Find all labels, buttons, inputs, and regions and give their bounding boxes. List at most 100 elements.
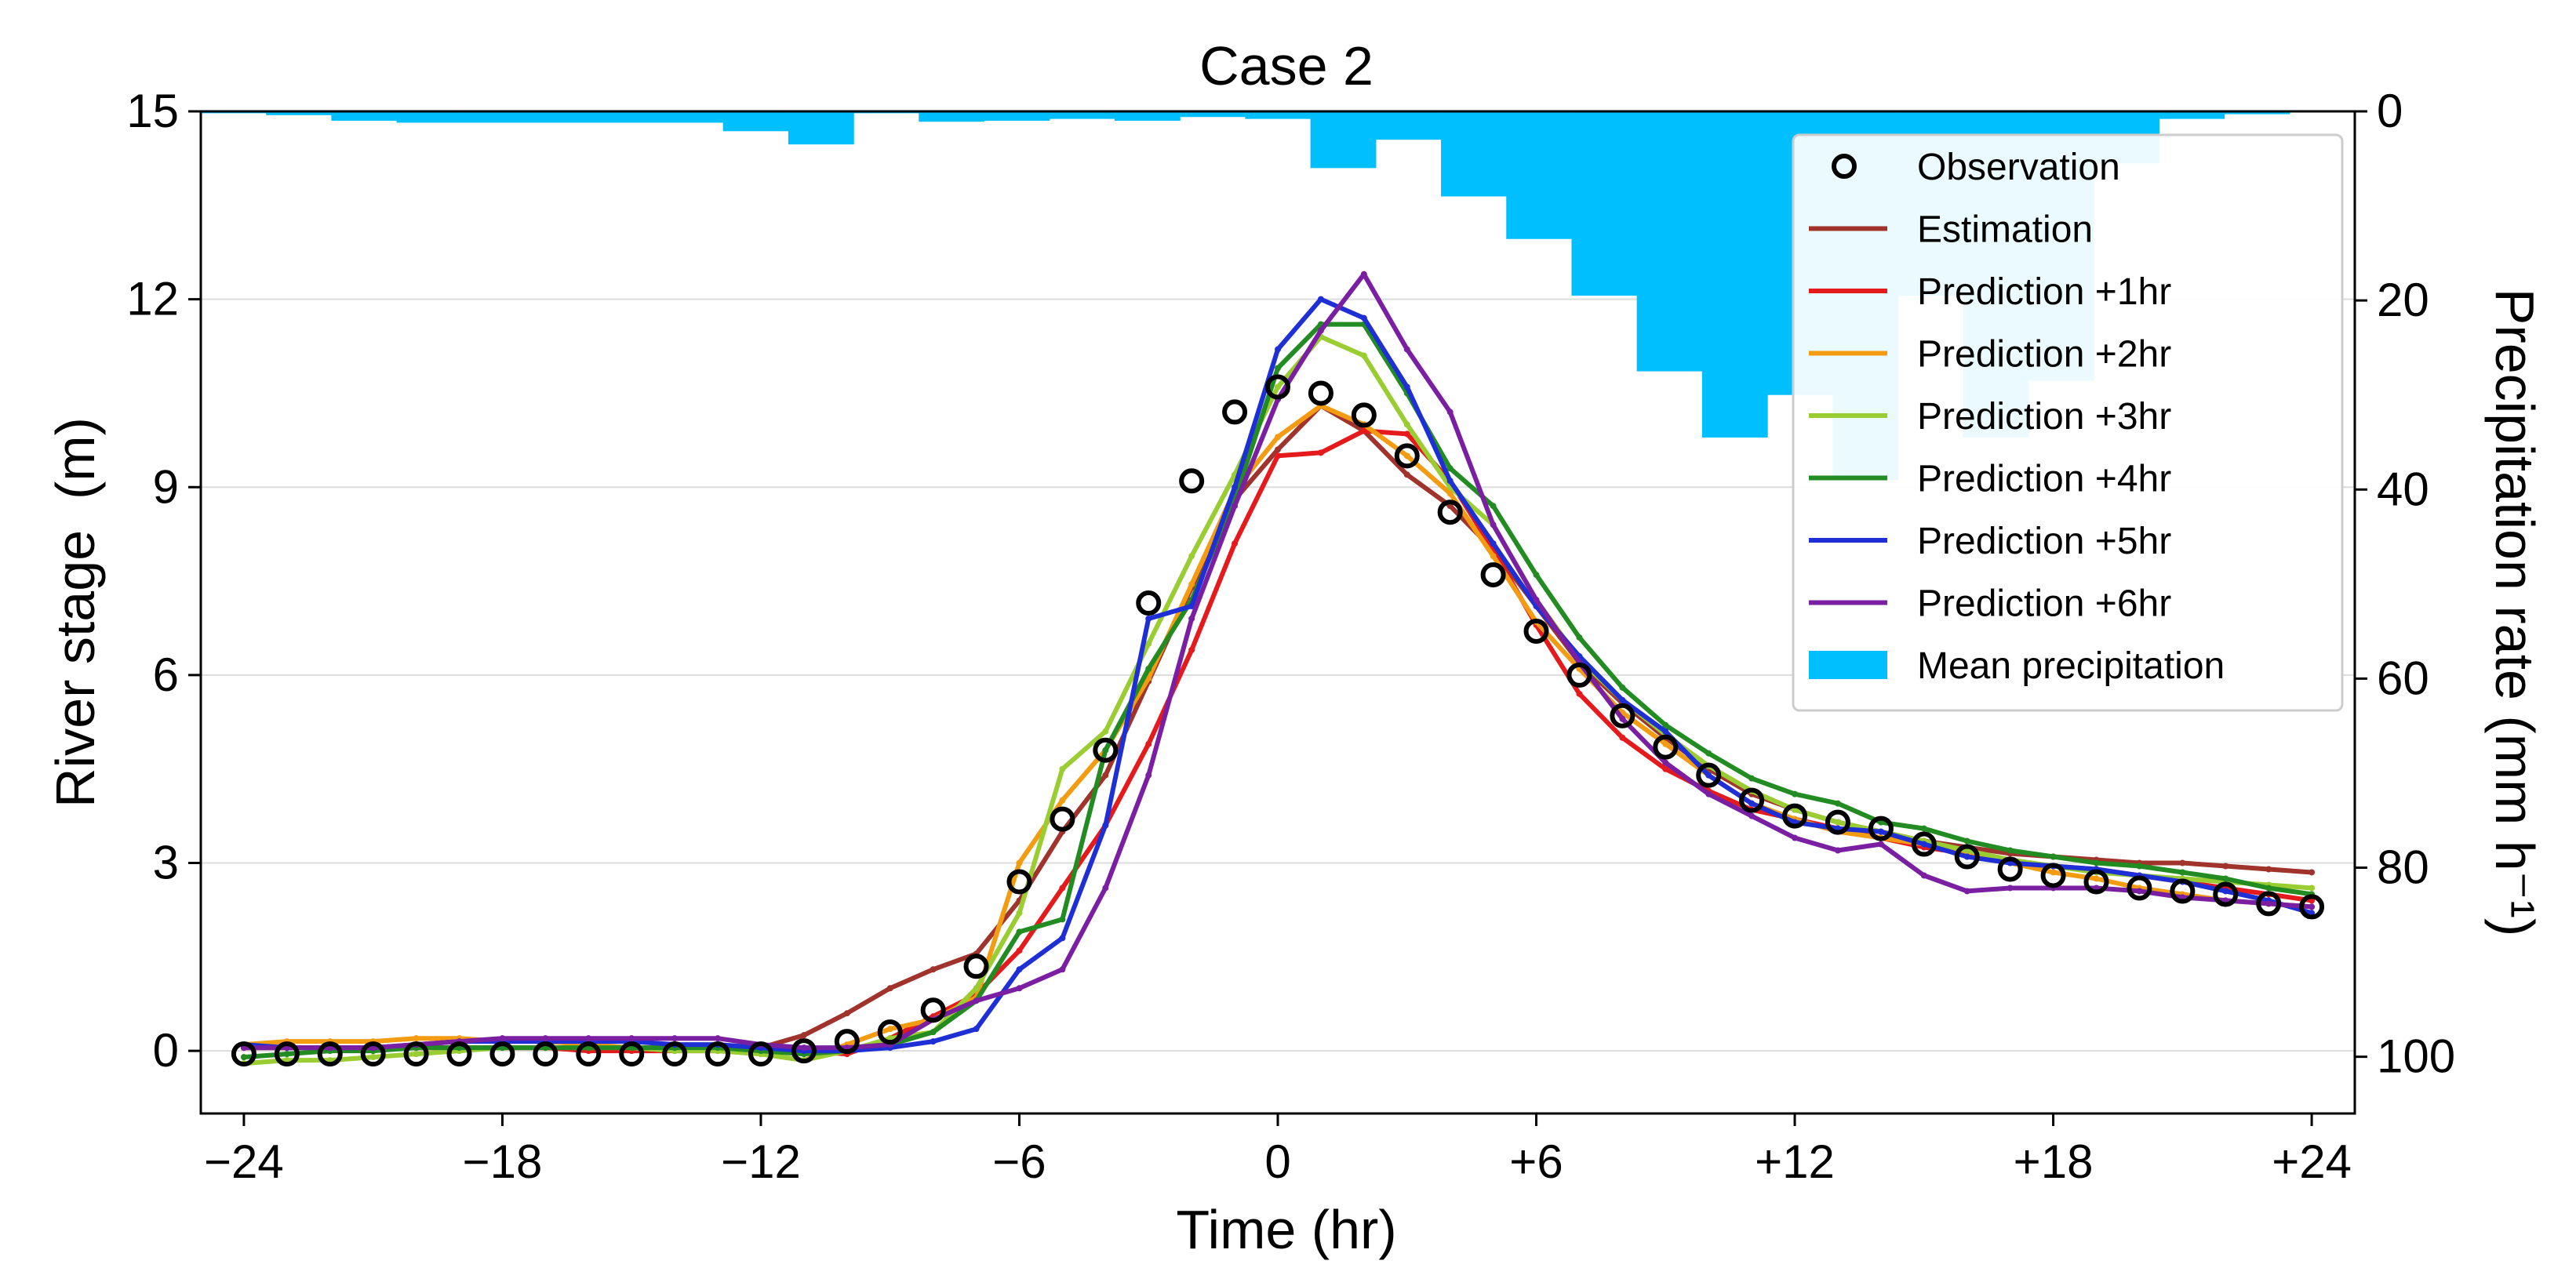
series-point bbox=[1920, 841, 1927, 848]
series-point bbox=[1403, 430, 1410, 438]
precipitation-bar bbox=[527, 111, 593, 123]
observation-marker bbox=[533, 1041, 558, 1067]
series-point bbox=[1059, 916, 1066, 923]
series-point bbox=[715, 1035, 722, 1042]
series-point bbox=[1490, 553, 1497, 560]
chart-title: Case 2 bbox=[1199, 35, 1374, 96]
y-tick-label: 15 bbox=[126, 85, 179, 137]
precipitation-bar bbox=[2224, 111, 2290, 114]
observation-marker bbox=[576, 1041, 602, 1067]
y-tick-label: 3 bbox=[153, 837, 179, 889]
observation-marker bbox=[2127, 875, 2152, 901]
y-tick-label: 12 bbox=[126, 273, 179, 325]
series-point bbox=[1662, 759, 1669, 766]
series-point bbox=[1576, 634, 1583, 641]
series-point bbox=[973, 985, 980, 992]
observation-marker bbox=[963, 954, 989, 979]
series-point bbox=[1619, 696, 1626, 703]
series-point bbox=[1662, 740, 1669, 747]
series-point bbox=[1446, 465, 1454, 472]
series-point bbox=[1016, 928, 1023, 935]
observation-marker bbox=[1997, 856, 2023, 882]
observation-marker bbox=[2256, 891, 2282, 917]
series-point bbox=[843, 1010, 850, 1017]
series-point bbox=[1188, 581, 1195, 588]
precipitation-bar bbox=[2159, 111, 2225, 119]
series-point bbox=[2265, 900, 2272, 907]
observation-marker bbox=[2299, 894, 2325, 920]
series-point bbox=[1662, 728, 1669, 735]
series-point bbox=[2309, 869, 2316, 876]
observation-marker bbox=[231, 1041, 257, 1067]
series-point bbox=[1446, 478, 1454, 485]
series-point bbox=[1317, 327, 1324, 334]
series-point bbox=[1619, 684, 1626, 691]
y-axis-ticks: 0 3 6 9 12 15 bbox=[126, 85, 201, 1077]
series-point bbox=[1145, 740, 1152, 747]
observation-marker bbox=[1308, 380, 1333, 406]
series-point bbox=[930, 1038, 937, 1045]
series-point bbox=[886, 1026, 893, 1033]
y2-axis-ticks: 0 20 40 60 80 100 bbox=[2355, 85, 2455, 1083]
series-point bbox=[585, 1035, 592, 1042]
legend-label: Prediction +3hr bbox=[1917, 396, 2171, 438]
x-tick-label: +6 bbox=[1509, 1135, 1563, 1188]
series-point bbox=[1748, 775, 1756, 782]
observation-marker bbox=[748, 1041, 773, 1067]
series-point bbox=[1662, 765, 1669, 772]
series-point bbox=[1145, 640, 1152, 647]
observation-marker bbox=[791, 1038, 817, 1064]
observation-marker bbox=[920, 997, 946, 1023]
series-point bbox=[1059, 797, 1066, 804]
x-tick-label: +24 bbox=[2272, 1135, 2352, 1188]
y-tick-label: 0 bbox=[153, 1024, 179, 1077]
series-point bbox=[1059, 885, 1066, 892]
series-point bbox=[1963, 853, 1970, 860]
series-point bbox=[886, 985, 893, 992]
series-point bbox=[240, 1054, 247, 1061]
series-point bbox=[1059, 765, 1066, 772]
series-point bbox=[1834, 819, 1841, 826]
series-point bbox=[2093, 859, 2100, 866]
precipitation-bar bbox=[1245, 111, 1312, 119]
series-point bbox=[2136, 863, 2143, 870]
series-point bbox=[2136, 888, 2143, 895]
series-point bbox=[1232, 540, 1239, 547]
series-point bbox=[1490, 503, 1497, 510]
series-point bbox=[1490, 521, 1497, 529]
observation-marker bbox=[1868, 816, 1894, 841]
y-tick-label: 6 bbox=[153, 648, 179, 701]
series-point bbox=[930, 1029, 937, 1036]
precipitation-bar bbox=[331, 111, 398, 122]
series-point bbox=[499, 1035, 506, 1042]
series-point bbox=[1792, 790, 1799, 797]
series-point bbox=[1016, 859, 1023, 866]
series-point bbox=[1188, 646, 1195, 653]
observation-marker bbox=[317, 1041, 343, 1067]
precipitation-bar bbox=[1049, 111, 1115, 119]
series-point bbox=[1188, 553, 1195, 560]
series-point bbox=[2007, 885, 2014, 892]
observation-markers bbox=[231, 374, 2325, 1067]
series-point bbox=[930, 966, 937, 973]
observation-marker bbox=[1394, 443, 1420, 469]
series-point bbox=[1792, 834, 1799, 841]
series-point bbox=[1145, 772, 1152, 779]
series-point bbox=[1920, 825, 1927, 832]
precipitation-bar bbox=[919, 111, 985, 122]
legend-label: Mean precipitation bbox=[1917, 645, 2225, 687]
x-axis-ticks: −24 −18 −12 −6 0 +6 +12 +18 +24 bbox=[204, 1113, 2352, 1188]
observation-marker bbox=[360, 1041, 386, 1067]
series-point bbox=[1275, 383, 1281, 391]
precipitation-bar bbox=[1701, 111, 1768, 438]
precipitation-bar bbox=[396, 111, 463, 123]
series-point bbox=[413, 1035, 420, 1042]
observation-marker bbox=[1136, 590, 1162, 616]
precipitation-bar bbox=[1636, 111, 1703, 372]
series-point bbox=[1016, 966, 1023, 973]
series-point bbox=[1360, 352, 1367, 359]
series-point bbox=[1748, 800, 1756, 807]
series-point bbox=[413, 1051, 420, 1058]
series-point bbox=[1834, 800, 1841, 807]
